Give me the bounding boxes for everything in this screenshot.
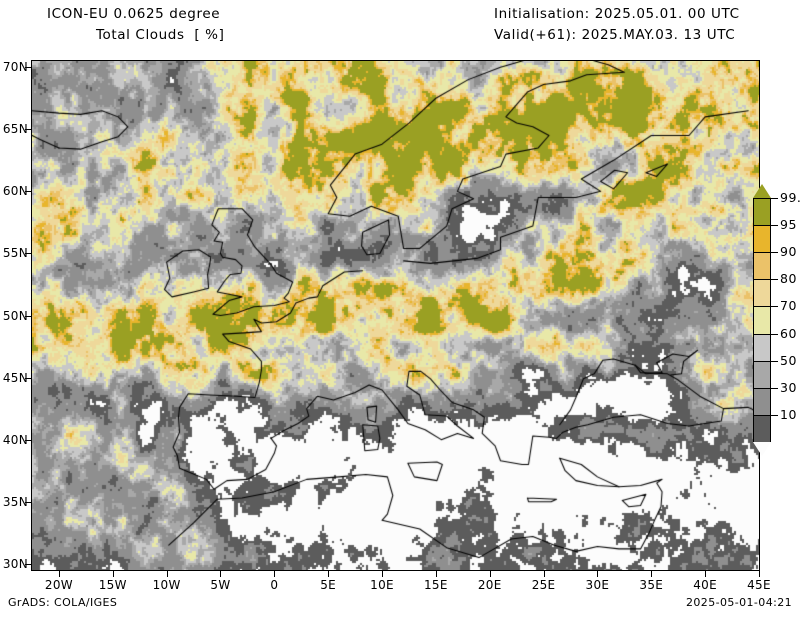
x-tick-label: 10E	[370, 578, 394, 592]
colorbar-tick	[771, 414, 778, 416]
colorbar-boundary	[753, 387, 771, 389]
colorbar-boundary	[753, 252, 771, 254]
x-tick-mark	[166, 571, 168, 577]
colorbar-label: 10	[780, 406, 797, 422]
credit-label: GrADS: COLA/IGES	[8, 596, 118, 609]
x-tick-mark	[705, 571, 707, 577]
colorbar-segment	[753, 306, 771, 334]
x-tick-mark	[651, 571, 653, 577]
colorbar-boundary	[753, 414, 771, 416]
colorbar-boundary	[753, 279, 771, 281]
y-tick-label: 35N	[2, 494, 28, 509]
colorbar-legend: 99.5 95 90 80 70 60 50 30 10	[753, 184, 800, 456]
y-tick-mark	[25, 191, 31, 193]
colorbar-tick	[771, 279, 778, 281]
colorbar-label: 30	[780, 379, 797, 395]
x-tick-label: 20E	[477, 578, 502, 592]
field-title: Total Clouds [ %]	[96, 27, 225, 43]
colorbar-label: 99.5	[780, 190, 800, 205]
colorbar-tick	[771, 198, 778, 199]
colorbar-segment	[753, 198, 771, 226]
x-tick-label: 10W	[152, 578, 181, 592]
y-tick-mark	[25, 439, 31, 441]
y-tick-label: 70N	[2, 60, 28, 75]
colorbar-tick	[771, 252, 778, 254]
colorbar-label: 95	[780, 217, 797, 233]
timestamp-label: 2025-05-01-04:21	[686, 596, 792, 609]
x-tick-mark	[112, 571, 114, 577]
y-tick-mark	[25, 563, 31, 565]
initialisation-time: Initialisation: 2025.05.01. 00 UTC	[494, 6, 740, 22]
x-tick-mark	[543, 571, 545, 577]
x-tick-label: 5W	[210, 578, 231, 592]
colorbar-segment	[753, 387, 771, 415]
colorbar-tick	[771, 333, 778, 335]
y-tick-mark	[25, 129, 31, 131]
colorbar-boundary	[753, 306, 771, 308]
colorbar-boundary	[753, 225, 771, 227]
y-tick-label: 65N	[2, 122, 28, 137]
colorbar-segment	[753, 360, 771, 388]
colorbar-label: 80	[780, 271, 797, 287]
colorbar-boundary	[753, 360, 771, 362]
cloud-cover-heatmap	[32, 61, 759, 570]
valid-time: Valid(+61): 2025.MAY.03. 13 UTC	[494, 27, 736, 43]
x-tick-label: 20W	[44, 578, 73, 592]
x-tick-label: 25E	[531, 578, 556, 592]
x-tick-mark	[489, 571, 491, 577]
y-tick-label: 45N	[2, 370, 28, 385]
x-tick-mark	[328, 571, 330, 577]
colorbar-tick	[771, 306, 778, 308]
y-tick-mark	[25, 501, 31, 503]
x-tick-mark	[220, 571, 222, 577]
x-tick-label: 15E	[423, 578, 448, 592]
x-tick-label: 35E	[639, 578, 664, 592]
y-tick-label: 50N	[2, 308, 28, 323]
x-tick-label: 5E	[320, 578, 337, 592]
colorbar-segment	[753, 333, 771, 361]
colorbar-cap-high	[753, 184, 771, 198]
colorbar-tick	[771, 387, 778, 389]
colorbar-boundary	[753, 198, 771, 199]
y-tick-label: 40N	[2, 432, 28, 447]
x-tick-label: 45E	[747, 578, 771, 592]
x-tick-mark	[274, 571, 276, 577]
colorbar-tick	[771, 225, 778, 227]
y-tick-label: 55N	[2, 246, 28, 261]
colorbar-label: 50	[780, 352, 797, 368]
colorbar-segment	[753, 252, 771, 280]
colorbar-label: 60	[780, 325, 797, 341]
map-plot-area	[31, 60, 760, 571]
y-tick-mark	[25, 67, 31, 69]
colorbar-segment	[753, 414, 771, 442]
y-tick-label: 60N	[2, 184, 28, 199]
x-tick-mark	[597, 571, 599, 577]
model-title: ICON-EU 0.0625 degree	[47, 6, 221, 22]
colorbar-boundary	[753, 333, 771, 335]
colorbar-tick	[771, 360, 778, 362]
colorbar-cap-low	[753, 442, 771, 456]
x-tick-mark	[58, 571, 60, 577]
y-tick-mark	[25, 253, 31, 255]
colorbar-label: 90	[780, 244, 797, 260]
x-tick-label: 40E	[693, 578, 718, 592]
x-tick-label: 30E	[585, 578, 610, 592]
x-tick-label: 15W	[98, 578, 127, 592]
colorbar-label: 70	[780, 298, 797, 314]
colorbar-segment	[753, 279, 771, 307]
y-tick-label: 30N	[2, 556, 28, 571]
x-tick-mark	[759, 571, 760, 577]
x-tick-mark	[435, 571, 437, 577]
x-tick-label: 0	[270, 578, 279, 592]
y-tick-mark	[25, 315, 31, 317]
y-tick-mark	[25, 377, 31, 379]
colorbar-segment	[753, 225, 771, 253]
x-tick-mark	[382, 571, 384, 577]
